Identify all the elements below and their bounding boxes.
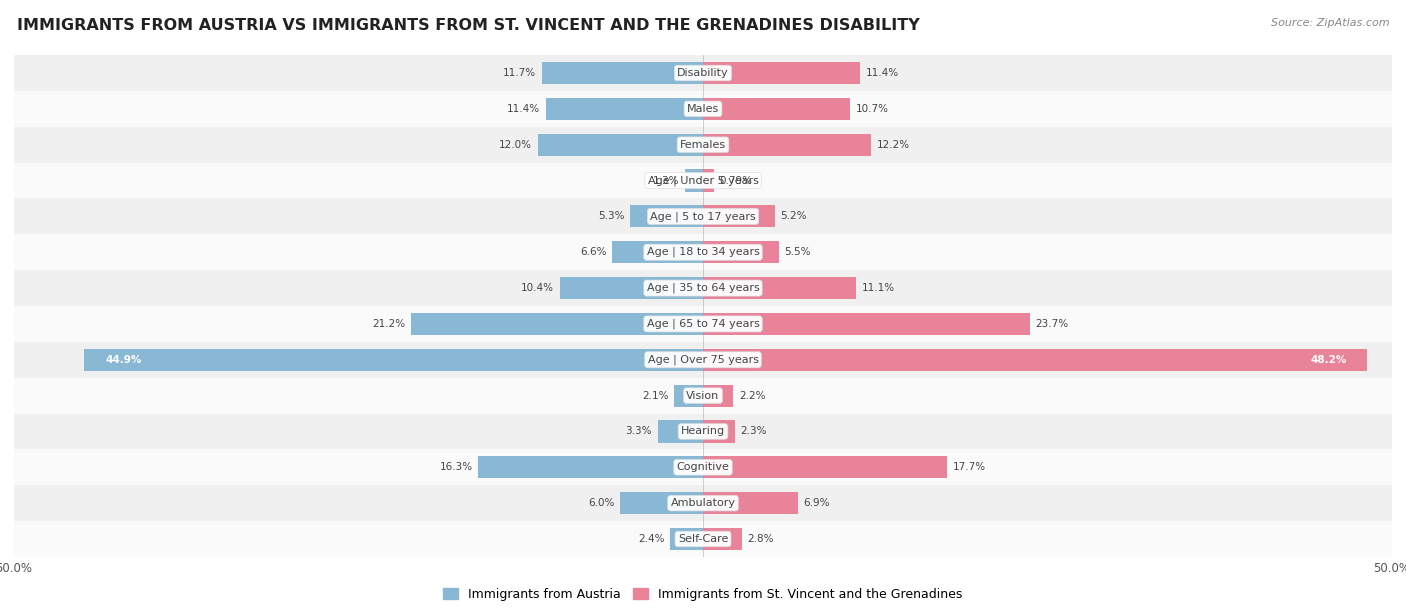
Text: 21.2%: 21.2%: [373, 319, 405, 329]
Bar: [703, 349, 1367, 371]
Bar: [703, 420, 735, 442]
Bar: [703, 133, 872, 156]
Bar: [685, 170, 703, 192]
Text: IMMIGRANTS FROM AUSTRIA VS IMMIGRANTS FROM ST. VINCENT AND THE GRENADINES DISABI: IMMIGRANTS FROM AUSTRIA VS IMMIGRANTS FR…: [17, 18, 920, 34]
Text: 6.6%: 6.6%: [581, 247, 606, 257]
Bar: [14, 270, 1392, 306]
Bar: [546, 98, 703, 120]
Text: Ambulatory: Ambulatory: [671, 498, 735, 508]
Bar: [703, 313, 1029, 335]
Text: 6.9%: 6.9%: [804, 498, 830, 508]
Text: 2.8%: 2.8%: [747, 534, 773, 544]
Bar: [84, 349, 703, 371]
Bar: [14, 55, 1392, 91]
Bar: [703, 456, 946, 479]
Bar: [14, 91, 1392, 127]
Text: 12.2%: 12.2%: [876, 140, 910, 150]
Text: 12.0%: 12.0%: [499, 140, 531, 150]
Text: Vision: Vision: [686, 390, 720, 401]
Bar: [703, 62, 860, 84]
Bar: [14, 378, 1392, 414]
Bar: [612, 241, 703, 263]
Text: Disability: Disability: [678, 68, 728, 78]
Text: Females: Females: [681, 140, 725, 150]
Text: Age | 35 to 64 years: Age | 35 to 64 years: [647, 283, 759, 293]
Bar: [14, 198, 1392, 234]
Bar: [541, 62, 703, 84]
Text: 17.7%: 17.7%: [952, 462, 986, 472]
Text: 11.7%: 11.7%: [503, 68, 536, 78]
Text: 11.1%: 11.1%: [862, 283, 894, 293]
Bar: [703, 277, 856, 299]
Bar: [14, 485, 1392, 521]
Bar: [14, 342, 1392, 378]
Text: 5.3%: 5.3%: [598, 211, 624, 222]
Text: 2.1%: 2.1%: [643, 390, 669, 401]
Bar: [703, 492, 799, 514]
Text: 23.7%: 23.7%: [1035, 319, 1069, 329]
Text: 2.4%: 2.4%: [638, 534, 665, 544]
Bar: [630, 205, 703, 228]
Bar: [411, 313, 703, 335]
Bar: [620, 492, 703, 514]
Bar: [478, 456, 703, 479]
Bar: [14, 414, 1392, 449]
Text: 6.0%: 6.0%: [589, 498, 614, 508]
Text: 0.79%: 0.79%: [720, 176, 752, 185]
Bar: [14, 449, 1392, 485]
Bar: [703, 205, 775, 228]
Bar: [703, 528, 741, 550]
Text: 2.3%: 2.3%: [740, 427, 766, 436]
Bar: [14, 521, 1392, 557]
Text: Cognitive: Cognitive: [676, 462, 730, 472]
Bar: [673, 384, 703, 407]
Text: Age | 5 to 17 years: Age | 5 to 17 years: [650, 211, 756, 222]
Text: 1.3%: 1.3%: [652, 176, 679, 185]
Text: 5.2%: 5.2%: [780, 211, 807, 222]
Text: 16.3%: 16.3%: [440, 462, 472, 472]
Text: 11.4%: 11.4%: [508, 104, 540, 114]
Legend: Immigrants from Austria, Immigrants from St. Vincent and the Grenadines: Immigrants from Austria, Immigrants from…: [439, 583, 967, 606]
Bar: [560, 277, 703, 299]
Bar: [703, 98, 851, 120]
Text: 5.5%: 5.5%: [785, 247, 811, 257]
Text: 44.9%: 44.9%: [105, 355, 142, 365]
Text: Hearing: Hearing: [681, 427, 725, 436]
Text: 3.3%: 3.3%: [626, 427, 652, 436]
Bar: [14, 163, 1392, 198]
Bar: [537, 133, 703, 156]
Text: Age | 18 to 34 years: Age | 18 to 34 years: [647, 247, 759, 258]
Bar: [14, 127, 1392, 163]
Text: Age | Over 75 years: Age | Over 75 years: [648, 354, 758, 365]
Text: 11.4%: 11.4%: [866, 68, 898, 78]
Text: Source: ZipAtlas.com: Source: ZipAtlas.com: [1271, 18, 1389, 28]
Text: 48.2%: 48.2%: [1310, 355, 1347, 365]
Text: Self-Care: Self-Care: [678, 534, 728, 544]
Text: 10.4%: 10.4%: [522, 283, 554, 293]
Text: 10.7%: 10.7%: [856, 104, 889, 114]
Bar: [703, 384, 734, 407]
Text: Age | Under 5 years: Age | Under 5 years: [648, 175, 758, 186]
Text: 2.2%: 2.2%: [738, 390, 765, 401]
Text: Age | 65 to 74 years: Age | 65 to 74 years: [647, 319, 759, 329]
Bar: [14, 234, 1392, 270]
Bar: [658, 420, 703, 442]
Text: Males: Males: [688, 104, 718, 114]
Bar: [703, 241, 779, 263]
Bar: [669, 528, 703, 550]
Bar: [14, 306, 1392, 342]
Bar: [703, 170, 714, 192]
